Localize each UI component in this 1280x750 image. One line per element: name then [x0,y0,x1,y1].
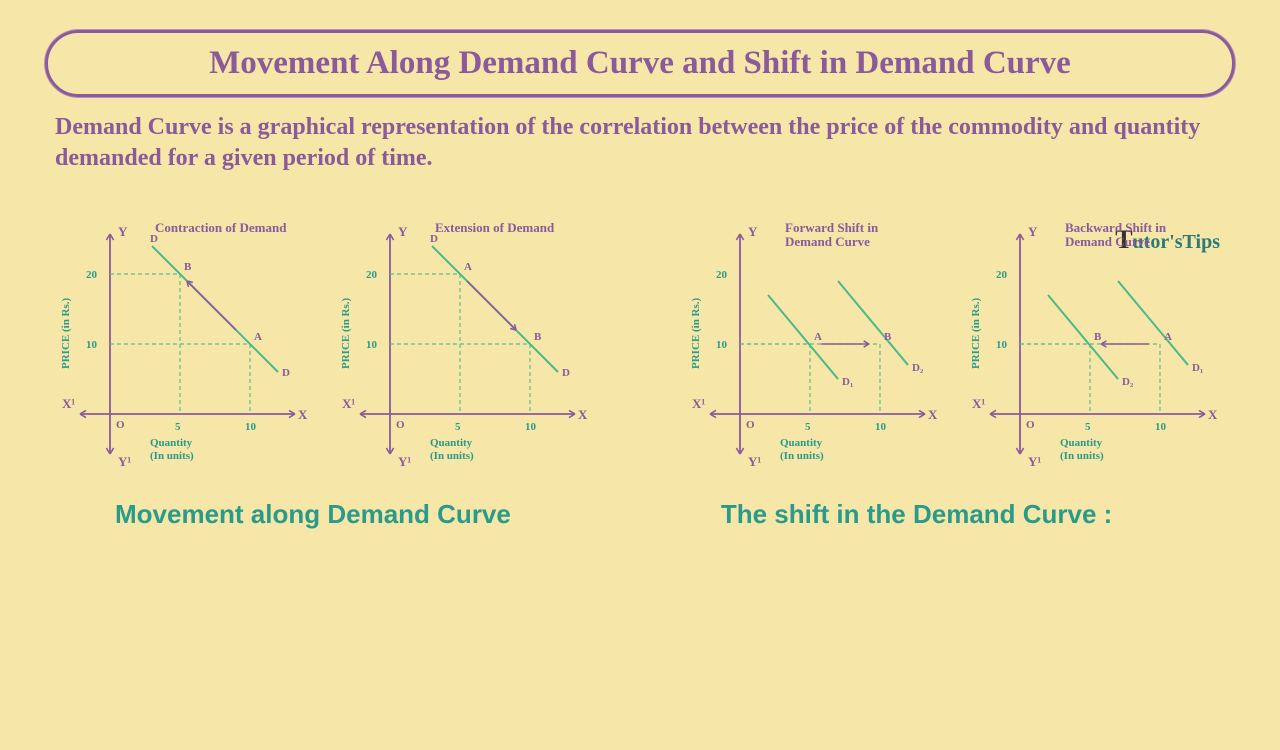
chart-forward-shift: Y Y¹ X¹ X O 10 20 5 10 PRICE (in Rs.) Quantity(In … [685,214,945,494]
svg-text:Y¹: Y¹ [1028,454,1041,469]
chart-extension: Y Y¹ X¹ X O 10 20 5 10 PRICE (in Rs.) Quantity(In … [335,214,595,494]
svg-text:A: A [1164,331,1172,343]
page-title: Movement Along Demand Curve and Shift in… [68,45,1212,82]
svg-text:Forward Shift in: Forward Shift in [785,220,879,235]
svg-text:X: X [298,407,308,422]
group-label-movement: Movement along Demand Curve [115,499,511,530]
svg-text:(In units): (In units) [1060,450,1104,462]
svg-text:10: 10 [245,421,257,433]
svg-text:B: B [1094,331,1102,343]
svg-text:A: A [254,331,262,343]
svg-text:O: O [116,419,125,431]
svg-text:Demand Curve: Demand Curve [785,234,870,249]
svg-text:D: D [282,367,290,379]
svg-text:X¹: X¹ [972,396,985,411]
svg-text:Quantity: Quantity [150,437,193,449]
description-text: Demand Curve is a graphical representati… [55,112,1225,174]
svg-text:Quantity: Quantity [780,437,823,449]
svg-text:B: B [534,331,542,343]
svg-text:PRICE (in Rs.): PRICE (in Rs.) [970,298,982,370]
svg-text:D₂: D₂ [1122,376,1134,388]
svg-text:Demand Curve: Demand Curve [1065,234,1150,249]
svg-text:5: 5 [805,421,811,433]
svg-text:5: 5 [175,421,181,433]
svg-text:X¹: X¹ [342,396,355,411]
svg-text:Quantity: Quantity [1060,437,1103,449]
svg-text:D₂: D₂ [912,362,924,374]
group-label-shift: The shift in the Demand Curve : [721,499,1113,530]
svg-text:10: 10 [525,421,537,433]
svg-text:(In units): (In units) [430,450,474,462]
svg-text:X¹: X¹ [62,396,75,411]
svg-text:10: 10 [86,339,98,351]
svg-text:B: B [184,261,192,273]
title-container: Movement Along Demand Curve and Shift in… [45,30,1235,97]
svg-text:20: 20 [996,269,1008,281]
svg-text:A: A [464,261,472,273]
svg-text:X: X [928,407,938,422]
svg-text:PRICE (in Rs.): PRICE (in Rs.) [340,298,352,370]
svg-text:10: 10 [996,339,1008,351]
svg-text:Quantity: Quantity [430,437,473,449]
svg-text:O: O [746,419,755,431]
svg-text:5: 5 [455,421,461,433]
svg-text:Y¹: Y¹ [118,454,131,469]
svg-text:10: 10 [716,339,728,351]
svg-text:Y¹: Y¹ [748,454,761,469]
svg-text:X: X [578,407,588,422]
svg-text:X: X [1208,407,1218,422]
chart-backward-shift: Y Y¹ X¹ X O 10 20 5 10 PRICE (in Rs.) Quantity(In … [965,214,1225,494]
svg-text:B: B [884,331,892,343]
svg-text:X¹: X¹ [692,396,705,411]
svg-text:10: 10 [875,421,887,433]
svg-text:20: 20 [716,269,728,281]
svg-text:Contraction of Demand: Contraction of Demand [155,220,287,235]
svg-text:(In units): (In units) [150,450,194,462]
svg-text:Y¹: Y¹ [398,454,411,469]
svg-text:10: 10 [366,339,378,351]
svg-text:PRICE (in Rs.): PRICE (in Rs.) [690,298,702,370]
svg-text:D₁: D₁ [1192,362,1203,374]
svg-text:5: 5 [1085,421,1091,433]
chart-group-shift: YY¹X¹XO1020510PRICE (in Rs.)Quantity(In … [685,214,1225,494]
charts-container: YY¹X¹XO1020510PRICE (in Rs.)Quantity(In … [0,174,1280,494]
svg-text:Y: Y [398,224,408,239]
svg-text:Y: Y [748,224,758,239]
svg-text:O: O [396,419,405,431]
svg-text:20: 20 [366,269,378,281]
chart-group-movement: YY¹X¹XO1020510PRICE (in Rs.)Quantity(In … [55,214,595,494]
svg-text:Extension of Demand: Extension of Demand [435,220,555,235]
svg-text:D: D [562,367,570,379]
svg-text:PRICE (in Rs.): PRICE (in Rs.) [60,298,72,370]
svg-text:Y: Y [1028,224,1038,239]
chart-contraction: Y Y¹ X¹ X O 10 20 5 10 PRICE (in Rs.) Quantity(In … [55,214,315,494]
svg-text:D₁: D₁ [842,376,853,388]
svg-text:Backward Shift in: Backward Shift in [1065,220,1167,235]
svg-text:20: 20 [86,269,98,281]
svg-text:A: A [814,331,822,343]
svg-text:Y: Y [118,224,128,239]
svg-text:(In units): (In units) [780,450,824,462]
svg-text:O: O [1026,419,1035,431]
group-labels-row: Movement along Demand Curve The shift in… [0,494,1280,535]
svg-text:10: 10 [1155,421,1167,433]
